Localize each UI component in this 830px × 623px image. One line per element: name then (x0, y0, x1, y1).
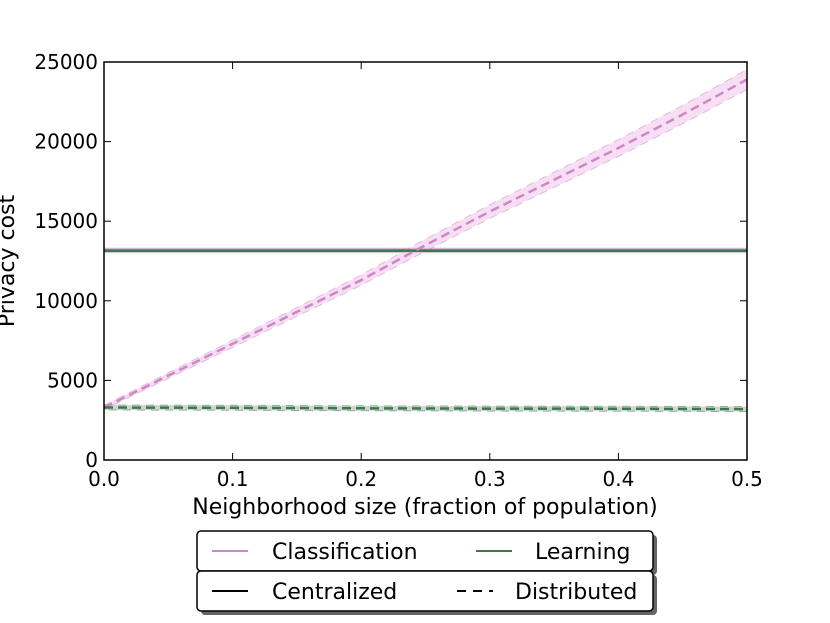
x-tick-label: 0.4 (602, 467, 634, 491)
x-tick-label: 0.1 (217, 467, 249, 491)
legend-label-learning: Learning (535, 540, 631, 565)
band-classification-distributed (104, 69, 747, 410)
x-tick-label: 0.0 (88, 467, 120, 491)
legend-label-classification: Classification (272, 540, 418, 565)
band-edge-learning (103, 409, 748, 413)
y-tick-label: 20000 (34, 130, 98, 154)
y-tick-label: 5000 (47, 368, 98, 392)
confidence-bands (103, 69, 748, 413)
x-tick-label: 0.5 (731, 467, 763, 491)
y-axis-label: Privacy cost (0, 194, 20, 327)
y-tick-label: 0 (85, 448, 98, 472)
legend-color: Classification Learning (196, 530, 657, 575)
series-line-learning-distributed (103, 406, 748, 411)
y-tick-label: 15000 (34, 209, 98, 233)
series-lines (103, 78, 748, 411)
plot-frame (103, 61, 748, 461)
band-edge-classification (103, 69, 748, 406)
y-tick-label: 25000 (34, 50, 98, 74)
y-tick-label: 10000 (34, 289, 98, 313)
legend-style: Centralized Distributed (196, 570, 657, 615)
band-edge-learning (103, 404, 748, 408)
legend-label-distributed: Distributed (515, 580, 637, 605)
x-tick-label: 0.3 (474, 467, 506, 491)
series-line-classification-distributed (103, 78, 748, 409)
axis-ticks: 0.0 0.1 0.2 0.3 0.4 0.5 0 5000 10000 15000 20000 25… (34, 50, 763, 491)
x-tick-label: 0.2 (345, 467, 377, 491)
legend-style-box (196, 570, 654, 612)
legend-label-centralized: Centralized (272, 580, 397, 605)
x-axis-label: Neighborhood size (fraction of populatio… (192, 495, 658, 520)
